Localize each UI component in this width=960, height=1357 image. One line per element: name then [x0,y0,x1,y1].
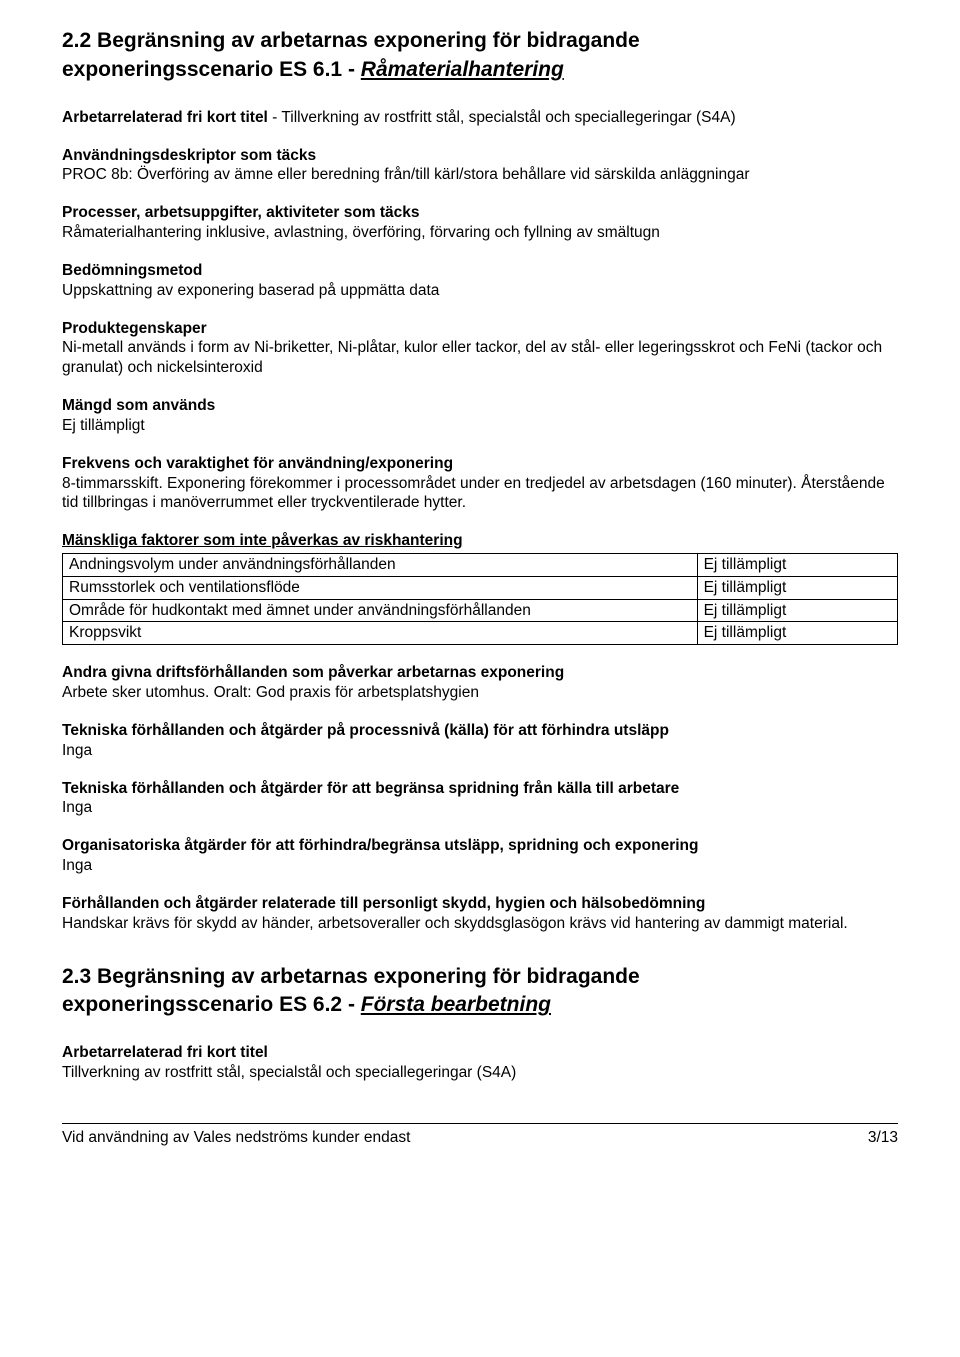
opcond-label: Andra givna driftsförhållanden som påver… [62,663,898,683]
tech-source-label: Tekniska förhållanden och åtgärder på pr… [62,721,898,741]
quantity-block: Mängd som används Ej tillämpligt [62,396,898,436]
quantity-label: Mängd som används [62,396,898,416]
tech-source-text: Inga [62,741,898,761]
processes-text: Råmaterialhantering inklusive, avlastnin… [62,223,898,243]
factor-name: Rumsstorlek och ventilationsflöde [63,576,698,599]
section-23-heading-prefix: exponeringsscenario ES 6.2 - [62,993,361,1016]
tech-source-block: Tekniska förhållanden och åtgärder på pr… [62,721,898,761]
section-22-heading-italic: Råmaterialhantering [361,58,564,81]
frequency-block: Frekvens och varaktighet för användning/… [62,454,898,513]
table-row: Rumsstorlek och ventilationsflöde Ej til… [63,576,898,599]
footer-left-text: Vid användning av Vales nedströms kunder… [62,1128,410,1148]
factor-value: Ej tillämpligt [697,576,897,599]
tech-worker-block: Tekniska förhållanden och åtgärder för a… [62,779,898,819]
worker-title-text-23: Tillverkning av rostfritt stål, specials… [62,1063,898,1083]
section-23-heading-line1: 2.3 Begränsning av arbetarnas exponering… [62,964,898,991]
product-label: Produktegenskaper [62,319,898,339]
org-label: Organisatoriska åtgärder för att förhind… [62,836,898,856]
processes-label: Processer, arbetsuppgifter, aktiviteter … [62,203,898,223]
ppe-text: Handskar krävs för skydd av händer, arbe… [62,914,898,934]
human-factors-table: Andningsvolym under användningsförhållan… [62,553,898,645]
method-label: Bedömningsmetod [62,261,898,281]
footer-page-number: 3/13 [868,1128,898,1148]
org-text: Inga [62,856,898,876]
opcond-text: Arbete sker utomhus. Oralt: God praxis f… [62,683,898,703]
worker-title-block-23: Arbetarrelaterad fri kort titel Tillverk… [62,1043,898,1083]
worker-title-text: - Tillverkning av rostfritt stål, specia… [268,109,736,126]
table-row: Kroppsvikt Ej tillämpligt [63,622,898,645]
worker-title-label: Arbetarrelaterad fri kort titel [62,109,268,126]
factor-name: Kroppsvikt [63,622,698,645]
opcond-block: Andra givna driftsförhållanden som påver… [62,663,898,703]
product-block: Produktegenskaper Ni-metall används i fo… [62,319,898,378]
worker-title-label-23: Arbetarrelaterad fri kort titel [62,1043,898,1063]
method-block: Bedömningsmetod Uppskattning av exponeri… [62,261,898,301]
worker-title-block: Arbetarrelaterad fri kort titel - Tillve… [62,108,898,128]
method-text: Uppskattning av exponering baserad på up… [62,281,898,301]
section-22-heading-line1: 2.2 Begränsning av arbetarnas exponering… [62,28,898,55]
use-descriptor-label: Användningsdeskriptor som täcks [62,146,898,166]
processes-block: Processer, arbetsuppgifter, aktiviteter … [62,203,898,243]
factor-value: Ej tillämpligt [697,599,897,622]
ppe-block: Förhållanden och åtgärder relaterade til… [62,894,898,934]
factor-name: Andningsvolym under användningsförhållan… [63,554,698,577]
section-22-heading-prefix: exponeringsscenario ES 6.1 - [62,58,361,81]
frequency-text: 8-timmarsskift. Exponering förekommer i … [62,474,898,514]
table-row: Område för hudkontakt med ämnet under an… [63,599,898,622]
use-descriptor-text: PROC 8b: Överföring av ämne eller beredn… [62,165,898,185]
product-text: Ni-metall används i form av Ni-briketter… [62,338,898,378]
human-factors-label: Mänskliga faktorer som inte påverkas av … [62,531,898,551]
section-23-heading-line2: exponeringsscenario ES 6.2 - Första bear… [62,992,898,1019]
footer-rule [62,1123,898,1124]
frequency-label: Frekvens och varaktighet för användning/… [62,454,898,474]
tech-worker-text: Inga [62,798,898,818]
section-23-heading-italic: Första bearbetning [361,993,551,1016]
factor-value: Ej tillämpligt [697,554,897,577]
ppe-label: Förhållanden och åtgärder relaterade til… [62,894,898,914]
section-22-heading-line2: exponeringsscenario ES 6.1 - Råmaterialh… [62,57,898,84]
tech-worker-label: Tekniska förhållanden och åtgärder för a… [62,779,898,799]
org-block: Organisatoriska åtgärder för att förhind… [62,836,898,876]
factor-value: Ej tillämpligt [697,622,897,645]
quantity-text: Ej tillämpligt [62,416,898,436]
use-descriptor-block: Användningsdeskriptor som täcks PROC 8b:… [62,146,898,186]
factor-name: Område för hudkontakt med ämnet under an… [63,599,698,622]
page-footer: Vid användning av Vales nedströms kunder… [62,1128,898,1148]
table-row: Andningsvolym under användningsförhållan… [63,554,898,577]
